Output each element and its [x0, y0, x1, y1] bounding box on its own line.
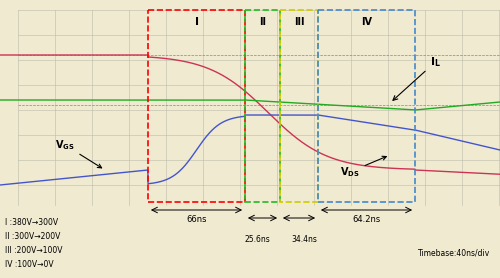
Text: II: II: [259, 17, 266, 27]
Text: 66ns: 66ns: [186, 215, 207, 224]
Text: 25.6ns: 25.6ns: [244, 235, 270, 244]
Bar: [280, 10, 318, 202]
Text: 34.4ns: 34.4ns: [291, 235, 317, 244]
Text: $\mathbf{V_{GS}}$: $\mathbf{V_{GS}}$: [55, 138, 102, 168]
Text: III :200V→100V: III :200V→100V: [5, 246, 62, 255]
Bar: [318, 10, 415, 202]
Text: I :380V→300V: I :380V→300V: [5, 218, 58, 227]
Text: Timebase:40ns/div: Timebase:40ns/div: [418, 248, 490, 257]
Text: I: I: [194, 17, 198, 27]
Text: IV: IV: [361, 17, 372, 27]
Bar: [148, 10, 245, 202]
Bar: [245, 10, 280, 202]
Text: IV :100V→0V: IV :100V→0V: [5, 260, 54, 269]
Text: III: III: [294, 17, 304, 27]
Text: II :300V→200V: II :300V→200V: [5, 232, 60, 241]
Text: $\mathbf{I_L}$: $\mathbf{I_L}$: [393, 55, 441, 100]
Text: 64.2ns: 64.2ns: [352, 215, 380, 224]
Text: $\mathbf{V_{DS}}$: $\mathbf{V_{DS}}$: [340, 156, 386, 179]
